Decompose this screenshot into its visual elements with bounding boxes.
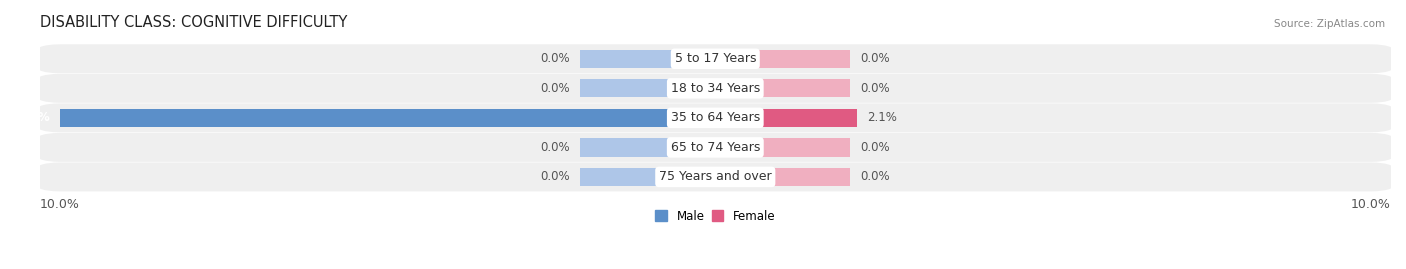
Text: DISABILITY CLASS: COGNITIVE DIFFICULTY: DISABILITY CLASS: COGNITIVE DIFFICULTY: [39, 15, 347, 30]
FancyBboxPatch shape: [32, 162, 1398, 192]
Bar: [716, 49, 851, 68]
Text: 65 to 74 Years: 65 to 74 Years: [671, 141, 761, 154]
FancyBboxPatch shape: [32, 133, 1398, 162]
Bar: [581, 138, 716, 157]
Text: 35 to 64 Years: 35 to 64 Years: [671, 111, 759, 124]
Text: 0.0%: 0.0%: [860, 171, 890, 183]
Text: 0.0%: 0.0%: [540, 171, 569, 183]
Bar: [716, 79, 851, 97]
FancyBboxPatch shape: [32, 44, 1398, 73]
Bar: [581, 49, 716, 68]
Text: 10.0%: 10.0%: [39, 198, 80, 211]
FancyBboxPatch shape: [32, 74, 1398, 103]
Text: Source: ZipAtlas.com: Source: ZipAtlas.com: [1274, 19, 1385, 29]
Text: 0.0%: 0.0%: [860, 141, 890, 154]
Legend: Male, Female: Male, Female: [651, 205, 780, 228]
Bar: [581, 79, 716, 97]
Text: 18 to 34 Years: 18 to 34 Years: [671, 82, 759, 95]
Bar: [716, 168, 851, 186]
Text: 0.0%: 0.0%: [860, 82, 890, 95]
Text: 0.0%: 0.0%: [540, 52, 569, 65]
Bar: [716, 138, 851, 157]
Text: 5 to 17 Years: 5 to 17 Years: [675, 52, 756, 65]
FancyBboxPatch shape: [32, 103, 1398, 132]
Bar: [716, 109, 858, 127]
Text: 0.0%: 0.0%: [540, 141, 569, 154]
Text: 9.7%: 9.7%: [17, 111, 49, 124]
Bar: [581, 168, 716, 186]
Text: 10.0%: 10.0%: [1351, 198, 1391, 211]
Text: 2.1%: 2.1%: [868, 111, 897, 124]
Text: 0.0%: 0.0%: [540, 82, 569, 95]
Bar: [60, 109, 716, 127]
Text: 0.0%: 0.0%: [860, 52, 890, 65]
Text: 75 Years and over: 75 Years and over: [659, 171, 772, 183]
